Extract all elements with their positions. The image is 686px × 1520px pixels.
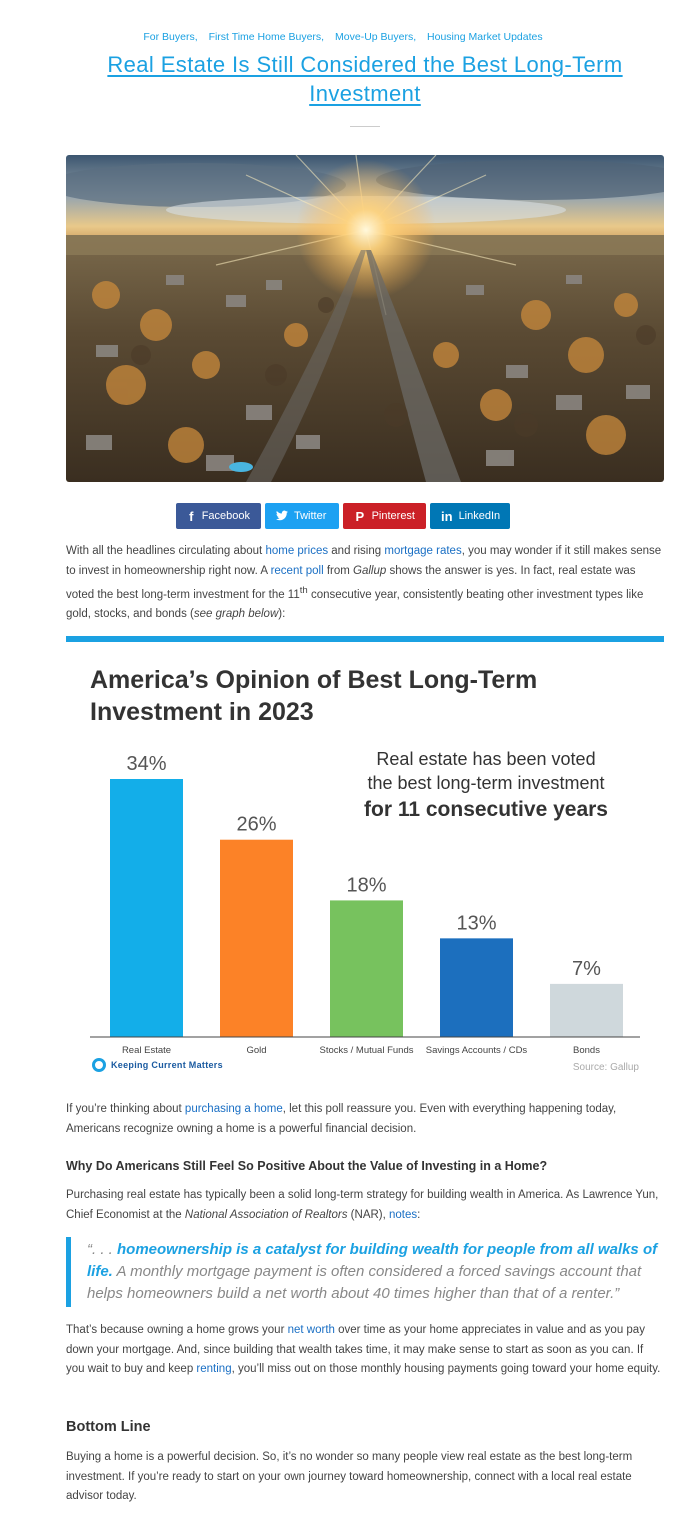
category-label: Bonds [573, 1045, 600, 1056]
bar-value-label: 18% [346, 874, 386, 896]
intro-text: With all the headlines circulating about [66, 545, 266, 557]
intro-text: from [323, 564, 354, 577]
net-worth-paragraph: That’s because owning a home grows your … [66, 1321, 664, 1380]
callout-emphasis: for 11 consecutive years [364, 798, 608, 821]
bar-bonds [550, 983, 623, 1037]
nar-text: (NAR), [347, 1208, 390, 1221]
chart-plot: 34% Real Estate 26% Gold 18% Stocks / Mutual … [90, 753, 640, 1056]
net-worth-text: over time as your home appreciates in va… [66, 1324, 645, 1375]
linkedin-label: LinkedIn [458, 510, 501, 522]
bar-real-estate [110, 779, 183, 1037]
chart-top-border [66, 636, 664, 642]
intro-text: ): [278, 608, 286, 621]
category-link-housing-market-updates[interactable]: Housing Market Updates [427, 31, 543, 43]
chart-title: America’s Opinion of Best Long-Term Inve… [90, 664, 537, 728]
quote-text: A monthly mortgage payment is often cons… [87, 1263, 642, 1302]
mortgage-rates-link[interactable]: mortgage rates [384, 545, 462, 557]
brand-logo: Keeping Current Matters [92, 1058, 223, 1072]
recent-poll-link[interactable]: recent poll [270, 564, 324, 577]
pinterest-share-button[interactable]: P Pinterest [343, 503, 426, 529]
yun-quote: “. . . homeownership is a catalyst for b… [66, 1237, 664, 1307]
chart-title-line-1: America’s Opinion of Best Long-Term [90, 666, 538, 694]
bar-value-label: 7% [572, 958, 601, 980]
gallup-name: Gallup [353, 564, 387, 577]
hero-illustration [66, 155, 664, 482]
net-worth-link[interactable]: net worth [287, 1324, 335, 1336]
twitter-icon [276, 509, 288, 524]
pinterest-label: Pinterest [371, 510, 415, 522]
section-heading-bottom-line: Bottom Line [66, 1419, 151, 1435]
nar-paragraph: Purchasing real estate has typically bee… [66, 1186, 664, 1225]
hero-image-aerial-suburb [66, 155, 664, 482]
facebook-icon: f [189, 508, 194, 524]
intro-text: and rising [328, 545, 385, 557]
poll-text: , let this poll reassure you. Even with … [66, 1103, 617, 1135]
nar-text: : [417, 1208, 421, 1221]
intro-paragraph: With all the headlines circulating about… [66, 542, 664, 625]
linkedin-share-button[interactable]: in LinkedIn [430, 503, 510, 529]
category-links: For Buyers, First Time Home Buyers, Move… [0, 31, 686, 43]
intro-text: consecutive year, consistently beating o… [66, 588, 644, 621]
category-label: Gold [246, 1045, 266, 1056]
category-label: Real Estate [122, 1045, 171, 1056]
poll-text: If you’re thinking about [66, 1103, 185, 1115]
chart-callout: Real estate has been voted the best long… [336, 747, 636, 825]
home-prices-link[interactable]: home prices [265, 545, 329, 557]
notes-link[interactable]: notes [389, 1208, 418, 1221]
linkedin-icon: in [441, 508, 453, 524]
category-label: Savings Accounts / CDs [426, 1045, 528, 1056]
intro-text: , you may wonder if it still makes sense… [66, 545, 662, 577]
twitter-label: Twitter [294, 510, 327, 522]
nar-text: Purchasing real estate has typically bee… [66, 1189, 659, 1221]
nar-name: National Association of Realtors [184, 1208, 348, 1221]
section-heading-why: Why Do Americans Still Feel So Positive … [66, 1159, 548, 1173]
chart-title-line-2: Investment in 2023 [90, 698, 314, 726]
renting-link[interactable]: renting [196, 1363, 232, 1375]
facebook-share-button[interactable]: f Facebook [176, 503, 261, 529]
callout-line-2: the best long-term investment [367, 773, 605, 793]
article-title[interactable]: Real Estate Is Still Considered the Best… [107, 52, 623, 106]
best-investment-chart: America’s Opinion of Best Long-Term Inve… [66, 642, 664, 1082]
bar-value-label: 26% [236, 814, 276, 836]
bar-stocks-mutual-funds [330, 900, 403, 1037]
category-link-move-up-buyers[interactable]: Move-Up Buyers, [335, 31, 417, 43]
see-graph-note: see graph below [193, 608, 279, 621]
bottom-line-paragraph: Buying a home is a powerful decision. So… [66, 1451, 633, 1502]
chart-source: Source: Gallup [572, 1062, 639, 1073]
twitter-share-button[interactable]: Twitter [265, 503, 339, 529]
bar-value-label: 13% [456, 912, 496, 934]
callout-line-1: Real estate has been voted [376, 749, 596, 769]
purchasing-a-home-link[interactable]: purchasing a home [184, 1103, 283, 1115]
quote-lead: “. . . [87, 1241, 117, 1258]
bar-value-label: 34% [126, 753, 166, 775]
category-link-for-buyers[interactable]: For Buyers, [143, 31, 198, 43]
title-divider [350, 126, 380, 127]
brand-logo-icon [92, 1058, 106, 1072]
ordinal-suffix: th [299, 585, 308, 596]
category-label: Stocks / Mutual Funds [320, 1045, 414, 1056]
category-link-first-time-home-buyers[interactable]: First Time Home Buyers, [208, 31, 325, 43]
poll-paragraph: If you’re thinking about purchasing a ho… [66, 1100, 664, 1139]
quote-highlight: homeownership is a catalyst for building… [87, 1241, 658, 1280]
share-buttons: f Facebook Twitter P Pinterest in Linked… [0, 503, 686, 529]
net-worth-text: That’s because owning a home grows your [66, 1324, 288, 1336]
bar-savings-accounts-cds [440, 938, 513, 1037]
bar-gold [220, 839, 293, 1037]
brand-logo-text: Keeping Current Matters [111, 1060, 223, 1070]
intro-text: shows the answer is yes. In fact, real e… [66, 564, 636, 601]
facebook-label: Facebook [201, 510, 250, 522]
pinterest-icon: P [355, 508, 365, 524]
net-worth-text: , you’ll miss out on those monthly housi… [231, 1363, 661, 1375]
twitter-bird-glyph [276, 510, 288, 520]
